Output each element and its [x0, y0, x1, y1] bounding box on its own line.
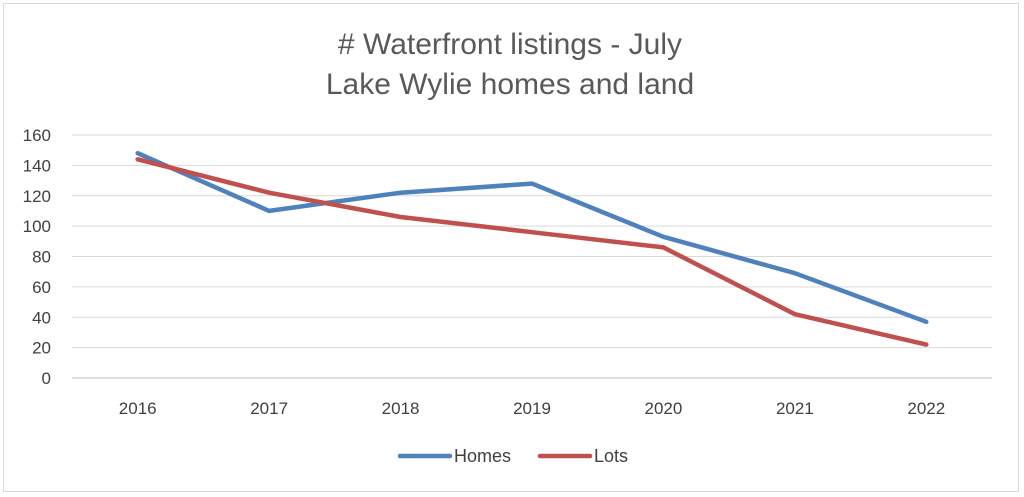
- legend-label-homes: Homes: [454, 446, 511, 466]
- series-lines: [135, 150, 929, 347]
- x-tick-label: 2020: [645, 399, 683, 418]
- x-tick-label: 2022: [907, 399, 945, 418]
- y-tick-label: 20: [32, 339, 51, 358]
- y-axis-ticks: 0 20 40 60 80 100 120 140 160: [23, 126, 51, 388]
- y-tick-label: 40: [32, 308, 51, 327]
- y-tick-label: 100: [23, 217, 51, 236]
- y-tick-label: 140: [23, 156, 51, 175]
- y-tick-label: 160: [23, 126, 51, 145]
- legend: Homes Lots: [397, 446, 628, 466]
- x-tick-label: 2016: [119, 399, 157, 418]
- x-tick-label: 2021: [776, 399, 814, 418]
- y-tick-label: 60: [32, 278, 51, 297]
- x-tick-label: 2019: [513, 399, 551, 418]
- legend-label-lots: Lots: [594, 446, 628, 466]
- series-line-homes: [135, 150, 929, 325]
- y-tick-label: 0: [42, 369, 51, 388]
- gridlines: [72, 134, 992, 379]
- chart-title: # Waterfront listings - July: [338, 28, 682, 61]
- x-tick-label: 2018: [382, 399, 420, 418]
- x-tick-label: 2017: [250, 399, 288, 418]
- chart-frame: [3, 3, 1019, 492]
- y-tick-label: 80: [32, 248, 51, 267]
- x-axis-ticks: 2016 2017 2018 2019 2020 2021 2022: [119, 399, 945, 418]
- y-tick-label: 120: [23, 187, 51, 206]
- chart-subtitle: Lake Wylie homes and land: [326, 68, 694, 101]
